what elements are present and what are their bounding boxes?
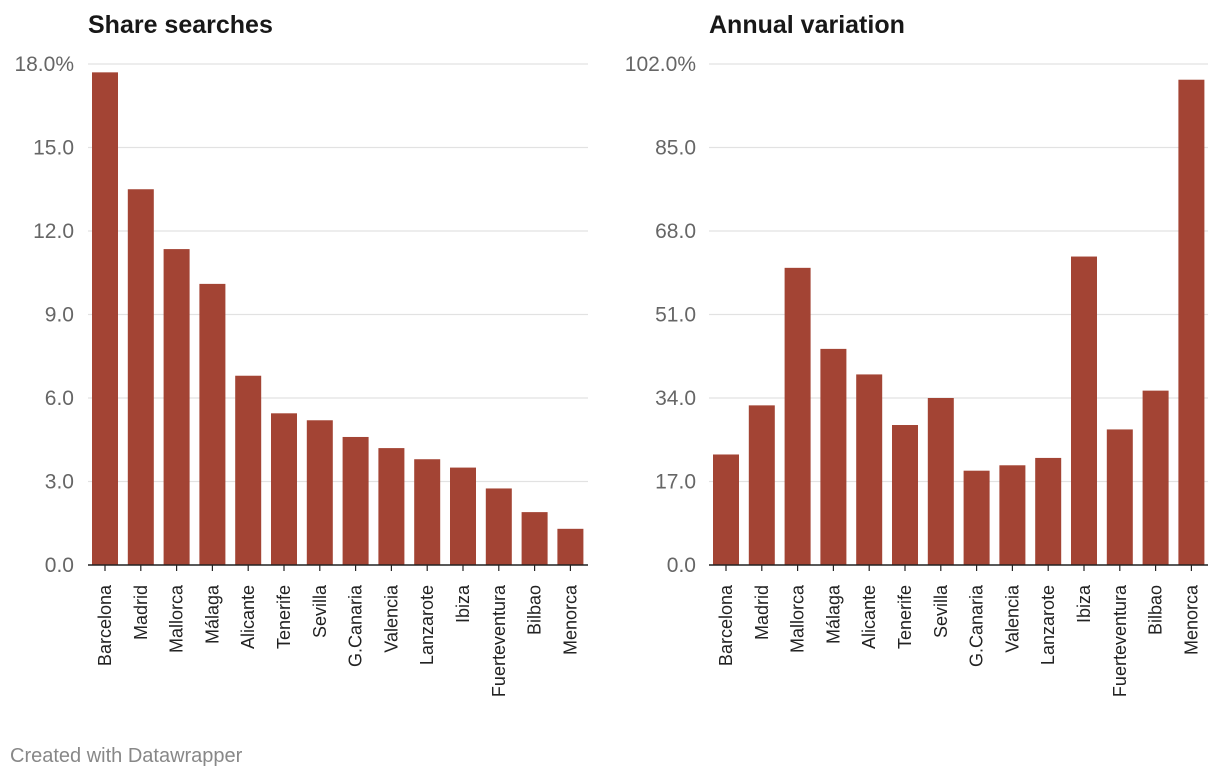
bar[interactable] bbox=[999, 465, 1026, 565]
bar[interactable] bbox=[1106, 429, 1133, 565]
bar[interactable] bbox=[1035, 457, 1062, 565]
x-tick-label: Ibiza bbox=[1074, 584, 1094, 623]
x-tick-label: Tenerife bbox=[895, 585, 915, 649]
y-tick-label: 12.0 bbox=[33, 220, 74, 243]
y-tick-label: 0.0 bbox=[45, 554, 74, 577]
bar[interactable] bbox=[414, 459, 441, 565]
bar[interactable] bbox=[927, 398, 954, 565]
y-tick-label: 18.0% bbox=[14, 53, 74, 76]
y-tick-label: 102.0% bbox=[625, 53, 696, 76]
x-tick-label: Madrid bbox=[752, 585, 772, 640]
chart-title: Annual variation bbox=[709, 11, 905, 39]
y-tick-label: 17.0 bbox=[655, 471, 696, 494]
x-tick-label: G.Canaria bbox=[967, 584, 987, 667]
bar[interactable] bbox=[521, 512, 548, 565]
x-tick-label: Fuerteventura bbox=[1110, 584, 1130, 697]
bar[interactable] bbox=[450, 467, 476, 565]
x-tick-label: Tenerife bbox=[274, 585, 294, 649]
bar[interactable] bbox=[92, 72, 118, 565]
y-tick-label: 34.0 bbox=[655, 387, 696, 410]
x-tick-label: Fuerteventura bbox=[489, 584, 509, 697]
y-tick-label: 85.0 bbox=[655, 137, 696, 160]
x-tick-label: Alicante bbox=[238, 585, 258, 649]
bar[interactable] bbox=[1071, 256, 1097, 565]
x-tick-label: Málaga bbox=[823, 584, 843, 644]
bar[interactable] bbox=[892, 425, 918, 565]
x-tick-label: Menorca bbox=[1181, 584, 1201, 655]
bar[interactable] bbox=[163, 249, 190, 565]
bar[interactable] bbox=[199, 283, 226, 565]
x-tick-label: Valencia bbox=[1002, 584, 1022, 653]
x-tick-label: Barcelona bbox=[716, 584, 736, 666]
bar[interactable] bbox=[342, 436, 369, 565]
x-tick-label: Alicante bbox=[859, 585, 879, 649]
y-tick-label: 0.0 bbox=[667, 554, 696, 577]
bar[interactable] bbox=[485, 488, 512, 565]
x-tick-label: Sevilla bbox=[310, 584, 330, 638]
y-tick-label: 6.0 bbox=[45, 387, 74, 410]
x-tick-label: Madrid bbox=[131, 585, 151, 640]
y-tick-label: 3.0 bbox=[45, 471, 74, 494]
bar[interactable] bbox=[127, 189, 154, 565]
chart-annual-variation: Annual variation 0.0 17.0 34.0 51.0 68.0 85.0… bbox=[625, 11, 1208, 697]
x-tick-label: Mallorca bbox=[167, 584, 187, 653]
x-tick-label: Menorca bbox=[560, 584, 580, 655]
x-tick-label: Valencia bbox=[381, 584, 401, 653]
bar[interactable] bbox=[378, 448, 405, 565]
x-tick-label: Bilbao bbox=[525, 585, 545, 635]
bar[interactable] bbox=[235, 375, 262, 565]
bar[interactable] bbox=[713, 454, 739, 565]
bar[interactable] bbox=[856, 374, 883, 565]
chart-title: Share searches bbox=[88, 11, 273, 39]
bar[interactable] bbox=[557, 528, 584, 565]
chart-share-searches: Share searches 0.0 3.0 6.0 9.0 12.0 15.0 18.0%… bbox=[14, 11, 588, 697]
x-tick-label: Sevilla bbox=[931, 584, 951, 638]
bar[interactable] bbox=[784, 267, 811, 565]
bar[interactable] bbox=[271, 413, 297, 565]
bar[interactable] bbox=[820, 348, 847, 565]
y-tick-label: 15.0 bbox=[33, 137, 74, 160]
x-tick-label: Ibiza bbox=[453, 584, 473, 623]
bar[interactable] bbox=[306, 420, 333, 565]
datawrapper-credit[interactable]: Created with Datawrapper bbox=[10, 745, 243, 767]
x-tick-label: G.Canaria bbox=[346, 584, 366, 667]
x-tick-label: Lanzarote bbox=[1038, 585, 1058, 665]
x-tick-label: Mallorca bbox=[788, 584, 808, 653]
y-tick-label: 68.0 bbox=[655, 220, 696, 243]
x-tick-label: Lanzarote bbox=[417, 585, 437, 665]
x-tick-label: Málaga bbox=[202, 584, 222, 644]
x-tick-label: Bilbao bbox=[1146, 585, 1166, 635]
bar[interactable] bbox=[748, 405, 775, 565]
bar[interactable] bbox=[1178, 79, 1205, 565]
x-tick-label: Barcelona bbox=[95, 584, 115, 666]
y-tick-label: 51.0 bbox=[655, 304, 696, 327]
bar[interactable] bbox=[1142, 390, 1169, 565]
y-tick-label: 9.0 bbox=[45, 304, 74, 327]
bar[interactable] bbox=[963, 470, 990, 565]
